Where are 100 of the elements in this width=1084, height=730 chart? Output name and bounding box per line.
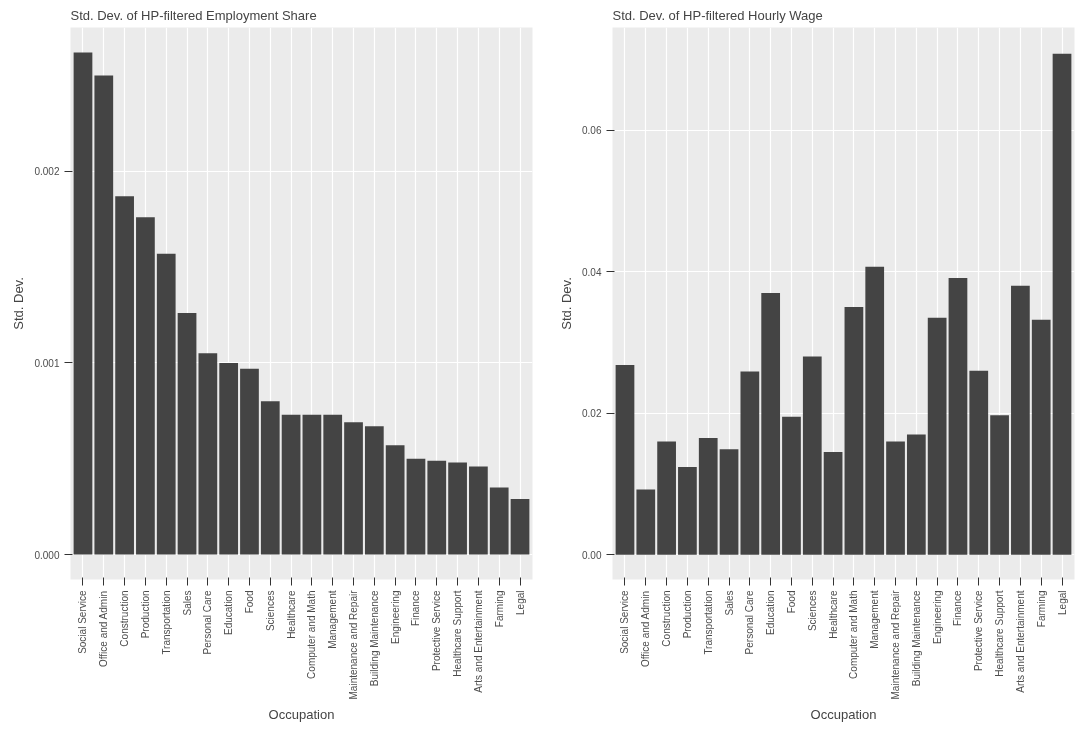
x-tick-label: Legal <box>514 590 526 615</box>
bar <box>823 452 843 555</box>
x-tick-label: Transportation <box>702 590 714 655</box>
x-tick-label: Sales <box>723 590 735 616</box>
bar <box>302 414 322 555</box>
x-tick-label: Protective Service <box>431 590 443 672</box>
chart-title: Std. Dev. of HP-filtered Employment Share <box>70 7 317 23</box>
bar <box>782 416 801 555</box>
x-tick-label: Computer and Math <box>306 590 318 679</box>
x-tick-label: Building Maintenance <box>910 590 922 687</box>
bar <box>323 414 343 555</box>
bar <box>969 370 989 555</box>
bar <box>1052 53 1072 555</box>
x-axis-title: Occupation <box>810 707 877 723</box>
x-tick-label: Farming <box>1035 590 1047 628</box>
x-tick-label: Farming <box>493 590 505 628</box>
y-tick-label: 0.001 <box>34 357 60 369</box>
x-tick-label: Finance <box>410 590 422 627</box>
x-tick-label: Computer and Math <box>848 590 860 679</box>
bar <box>344 422 363 555</box>
y-tick-label: 0.06 <box>582 125 602 137</box>
bar <box>469 466 488 555</box>
bar <box>240 368 259 555</box>
y-tick-label: 0.02 <box>582 408 602 420</box>
chart-title: Std. Dev. of HP-filtered Hourly Wage <box>612 7 823 23</box>
bar <box>948 278 968 555</box>
bar <box>489 487 509 555</box>
x-tick-label: Sciences <box>806 590 818 632</box>
bar <box>198 353 218 555</box>
x-tick-label: Management <box>869 590 881 649</box>
x-tick-label: Social Service <box>77 590 89 654</box>
bar <box>115 196 134 555</box>
x-tick-label: Personal Care <box>202 590 214 655</box>
x-tick-label: Management <box>327 590 339 649</box>
bar <box>1031 319 1051 555</box>
bar <box>678 466 697 555</box>
y-axis-title: Std. Dev. <box>559 277 575 330</box>
bar <box>719 449 739 555</box>
bar <box>177 313 197 555</box>
x-tick-label: Transportation <box>160 590 172 655</box>
x-tick-label: Healthcare Support <box>452 590 464 677</box>
x-tick-label: Healthcare <box>827 590 839 639</box>
x-tick-label: Legal <box>1056 590 1068 615</box>
x-tick-label: Food <box>243 590 255 614</box>
bar <box>406 458 426 555</box>
bar <box>990 415 1009 555</box>
x-tick-label: Sales <box>181 590 193 616</box>
x-tick-label: Sciences <box>264 590 276 632</box>
bar <box>865 266 885 555</box>
x-tick-label: Engineering <box>389 590 401 644</box>
bar <box>364 426 384 555</box>
bar <box>761 292 781 555</box>
x-tick-label: Production <box>681 590 693 639</box>
bar <box>1011 285 1030 555</box>
x-axis-title: Occupation <box>268 707 335 723</box>
x-tick-label: Building Maintenance <box>368 590 380 687</box>
bar <box>281 414 301 555</box>
y-tick-label: 0.000 <box>34 549 60 561</box>
bar <box>385 445 405 555</box>
x-tick-label: Personal Care <box>744 590 756 655</box>
x-tick-label: Maintenance and Repair <box>890 589 902 700</box>
x-tick-label: Production <box>139 590 151 639</box>
x-tick-label: Construction <box>119 590 131 647</box>
x-tick-label: Maintenance and Repair <box>348 589 360 700</box>
bar <box>510 499 530 555</box>
x-tick-label: Engineering <box>931 590 943 644</box>
bar <box>73 52 93 555</box>
y-axis-title: Std. Dev. <box>11 277 27 330</box>
x-tick-label: Arts and Entertainment <box>472 590 484 693</box>
x-tick-label: Office and Admin <box>98 591 110 668</box>
bar <box>156 253 176 555</box>
x-tick-label: Finance <box>952 590 964 627</box>
x-tick-label: Healthcare Support <box>994 590 1006 677</box>
bar <box>636 489 656 555</box>
bar <box>886 441 905 555</box>
x-tick-label: Education <box>223 590 235 635</box>
bar <box>260 401 280 555</box>
bar <box>615 365 635 555</box>
bar <box>136 217 155 555</box>
bar <box>802 356 822 555</box>
y-tick-label: 0.04 <box>582 266 602 278</box>
x-tick-label: Arts and Entertainment <box>1014 590 1026 693</box>
x-tick-label: Protective Service <box>973 590 985 672</box>
x-tick-label: Social Service <box>619 590 631 654</box>
x-tick-label: Construction <box>661 590 673 647</box>
bar <box>427 460 447 555</box>
x-tick-label: Food <box>785 590 797 614</box>
x-tick-label: Office and Admin <box>640 591 652 668</box>
bar <box>844 307 864 555</box>
x-tick-label: Education <box>765 590 777 635</box>
bar <box>448 462 467 555</box>
bar <box>906 434 926 555</box>
y-tick-label: 0.002 <box>34 166 60 178</box>
bar <box>94 75 114 555</box>
bar <box>740 371 760 555</box>
bar <box>219 362 239 555</box>
bar <box>927 317 947 555</box>
bar <box>657 441 676 555</box>
y-tick-label: 0.00 <box>582 549 602 561</box>
x-tick-label: Healthcare <box>285 590 297 639</box>
